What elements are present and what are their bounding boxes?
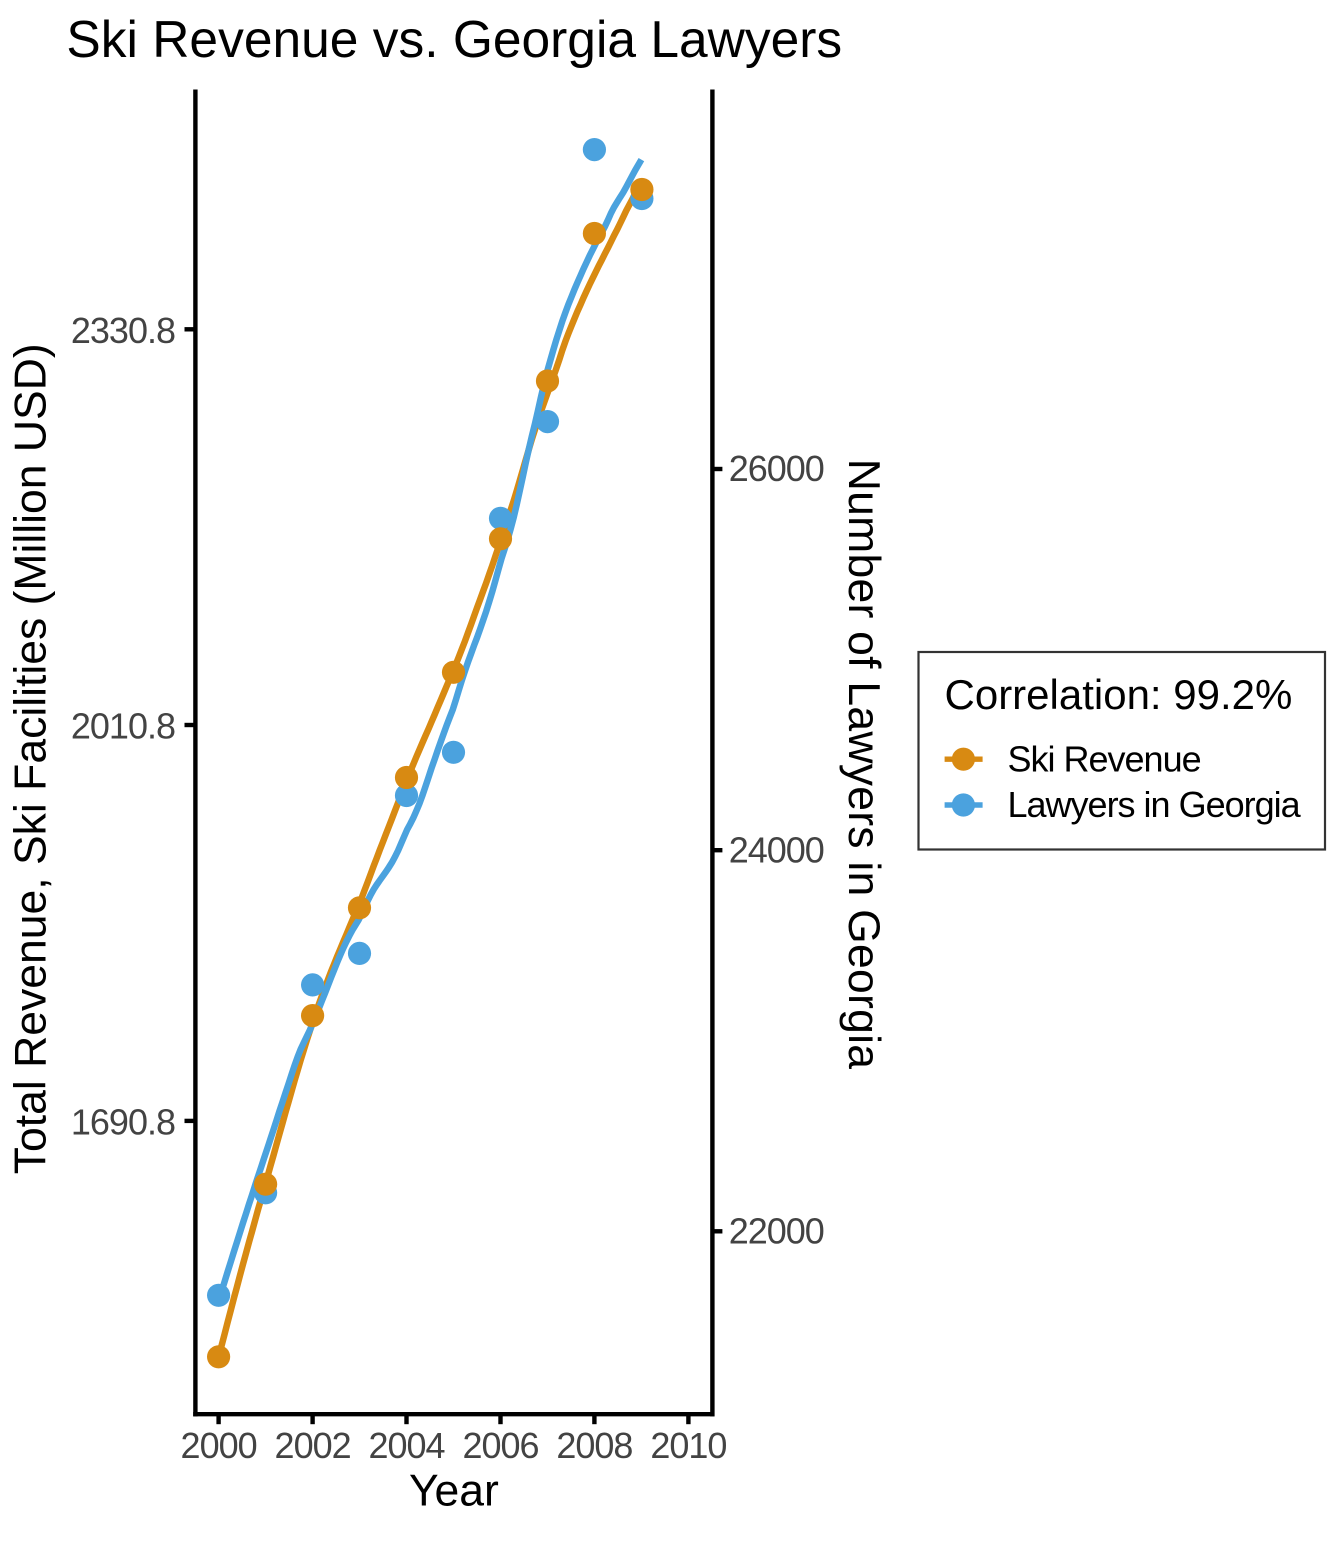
- svg-text:2004: 2004: [368, 1425, 444, 1466]
- svg-text:2008: 2008: [556, 1425, 632, 1466]
- svg-text:22000: 22000: [729, 1210, 824, 1251]
- svg-text:2006: 2006: [462, 1425, 538, 1466]
- svg-text:2010: 2010: [650, 1425, 726, 1466]
- svg-text:2000: 2000: [181, 1425, 257, 1466]
- svg-text:Number of Lawyers in Georgia: Number of Lawyers in Georgia: [839, 459, 888, 1070]
- svg-text:Total Revenue, Ski Facilities: Total Revenue, Ski Facilities (Million U…: [7, 343, 56, 1174]
- svg-text:24000: 24000: [729, 829, 824, 870]
- svg-text:Year: Year: [409, 1467, 499, 1516]
- svg-text:26000: 26000: [729, 448, 824, 489]
- svg-text:Ski Revenue vs. Georgia Lawyer: Ski Revenue vs. Georgia Lawyers: [66, 10, 842, 68]
- svg-text:2002: 2002: [275, 1425, 351, 1466]
- svg-text:2010.8: 2010.8: [71, 706, 175, 747]
- svg-text:Ski Revenue: Ski Revenue: [1008, 738, 1201, 779]
- svg-text:Lawyers in Georgia: Lawyers in Georgia: [1008, 784, 1302, 825]
- svg-text:Correlation: 99.2%: Correlation: 99.2%: [945, 671, 1293, 718]
- svg-text:2330.8: 2330.8: [71, 310, 175, 351]
- svg-text:1690.8: 1690.8: [71, 1102, 175, 1143]
